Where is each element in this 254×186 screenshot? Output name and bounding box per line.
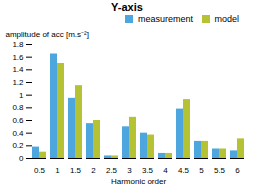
svg-text:0.8: 0.8: [12, 103, 24, 112]
svg-text:5: 5: [199, 166, 204, 175]
svg-text:0.2: 0.2: [12, 141, 24, 150]
svg-text:2: 2: [91, 166, 96, 175]
svg-text:1.5: 1.5: [70, 166, 82, 175]
svg-text:0.4: 0.4: [12, 129, 24, 138]
svg-text:6: 6: [235, 166, 240, 175]
svg-text:1: 1: [55, 166, 60, 175]
svg-text:5.5: 5.5: [214, 166, 226, 175]
svg-text:amplitude of acc [m.s⁻²]: amplitude of acc [m.s⁻²]: [6, 30, 89, 39]
svg-text:1.6: 1.6: [12, 53, 24, 62]
svg-text:0.5: 0.5: [34, 166, 46, 175]
svg-text:Harmonic order: Harmonic order: [111, 177, 166, 186]
html-text:model: model: [214, 13, 239, 24]
svg-text:1.4: 1.4: [12, 65, 24, 74]
svg-text:1.8: 1.8: [12, 40, 24, 49]
html-text:Y-axis: Y-axis: [111, 1, 143, 13]
svg-text:1: 1: [19, 91, 24, 100]
svg-text:4.5: 4.5: [178, 166, 190, 175]
svg-text:2.5: 2.5: [106, 166, 118, 175]
html-text:measurement: measurement: [138, 13, 193, 24]
svg-text:0.6: 0.6: [12, 116, 24, 125]
svg-text:3.5: 3.5: [142, 166, 154, 175]
svg-text:4: 4: [163, 166, 168, 175]
svg-text:0: 0: [19, 154, 24, 163]
svg-text:3: 3: [127, 166, 132, 175]
svg-text:1.2: 1.2: [12, 78, 24, 87]
